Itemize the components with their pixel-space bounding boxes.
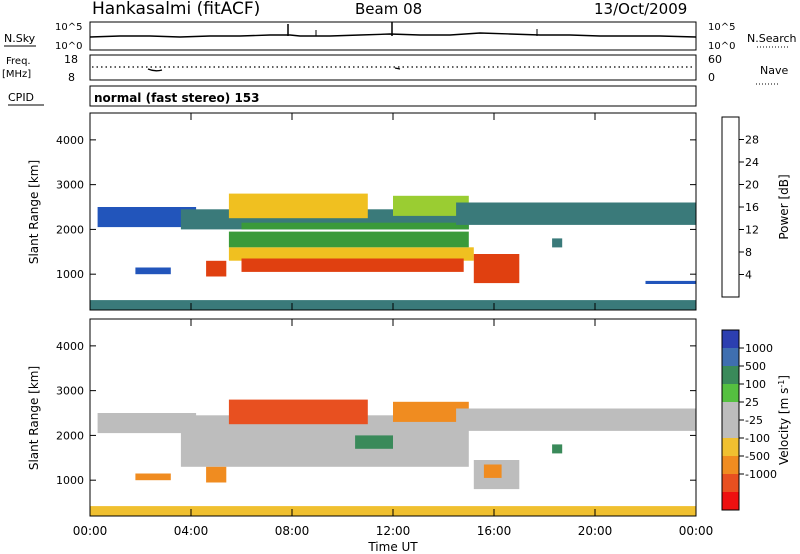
echo-region-0-8 xyxy=(241,222,469,230)
echo-region-1-7 xyxy=(393,401,469,422)
station-title: Hankasalmi (fitACF) xyxy=(92,0,260,19)
freq-label-2: [MHz] xyxy=(2,69,31,80)
freq-left-tick-bottom: 8 xyxy=(68,71,75,84)
echo-region-0-4 xyxy=(206,260,227,277)
xtick-label-1: 04:00 xyxy=(174,524,209,538)
freq-panel: Freq. [MHz] 18 8 60 0 Nave xyxy=(2,53,788,85)
freq-label-1: Freq. xyxy=(6,56,31,67)
echo-region-1-1 xyxy=(97,413,197,434)
freq-right-tick-bottom: 0 xyxy=(708,71,715,84)
ytick-label-0-3: 4000 xyxy=(56,134,84,147)
x-axis-label: Time UT xyxy=(367,540,418,554)
noise-panel: N.Sky 10^5 10^0 10^5 10^0 N.Search xyxy=(4,21,797,52)
echo-region-0-14 xyxy=(645,280,696,284)
velocity-cbar-cell-9 xyxy=(722,492,739,511)
velocity-ylabel: Slant Range [km] xyxy=(27,366,41,470)
noise-left-tick-bottom: 10^0 xyxy=(55,41,82,52)
velocity-cbar-cell-8 xyxy=(722,474,739,493)
freq-right-tick-top: 60 xyxy=(708,53,722,66)
velocity-colorbar: 1000 500 100 25 -25 -100 -500 -1000 Velocity [m… xyxy=(721,329,792,511)
ytick-label-1-0: 1000 xyxy=(56,474,84,487)
velocity-cbar-cell-0 xyxy=(722,330,739,349)
ytick-label-0-2: 3000 xyxy=(56,179,84,192)
velocity-cbar-cell-1 xyxy=(722,348,739,367)
velocity-cbar-label-2: 100 xyxy=(745,378,766,391)
power-cbar-label-5: 24 xyxy=(745,156,759,169)
velocity-cbar-label-1: 500 xyxy=(745,360,766,373)
power-colorbar: 4 8 12 16 20 24 28 Power [dB] xyxy=(721,116,791,298)
ytick-label-1-1: 2000 xyxy=(56,429,84,442)
echo-region-1-11 xyxy=(552,444,563,454)
power-ylabel: Slant Range [km] xyxy=(27,160,41,264)
echo-region-1-2 xyxy=(135,473,171,481)
echo-region-0-7 xyxy=(228,231,469,248)
echo-region-1-6 xyxy=(355,435,393,449)
noise-right-tick-top: 10^5 xyxy=(708,22,735,33)
ytick-label-0-1: 2000 xyxy=(56,223,84,236)
xtick-label-2: 08:00 xyxy=(275,524,310,538)
velocity-cbar-label-7: -1000 xyxy=(745,468,777,481)
echo-region-1-4 xyxy=(206,466,227,483)
echo-region-0-10 xyxy=(393,195,469,216)
power-panel: 1000 2000 3000 4000 Slant Range [km] xyxy=(27,112,697,311)
xtick-label-3: 12:00 xyxy=(376,524,411,538)
cpid-text: normal (fast stereo) 153 xyxy=(94,91,260,105)
noise-right-tick-bottom: 10^0 xyxy=(708,41,735,52)
velocity-cbar-label-5: -100 xyxy=(745,432,770,445)
velocity-cbar-cell-7 xyxy=(722,456,739,475)
power-cbar-label-1: 8 xyxy=(745,246,752,259)
echo-region-0-5 xyxy=(228,247,474,261)
cpid-label: CPID xyxy=(8,91,34,104)
echo-region-1-10 xyxy=(456,408,696,431)
echo-region-0-11 xyxy=(473,254,520,284)
noise-left-tick-top: 10^5 xyxy=(55,22,82,33)
velocity-cbar-label-3: 25 xyxy=(745,396,759,409)
ytick-label-1-2: 3000 xyxy=(56,385,84,398)
power-colorbar-label: Power [dB] xyxy=(777,174,791,239)
velocity-panel: 1000 2000 3000 4000 Slant Range [km] xyxy=(27,318,697,517)
velocity-colorbar-label: Velocity [m s-1] xyxy=(777,375,792,465)
n-search-label: N.Search xyxy=(747,32,797,45)
power-cbar-label-0: 4 xyxy=(745,269,752,282)
velocity-cbar-cell-3 xyxy=(722,384,739,403)
power-cbar-label-2: 12 xyxy=(745,224,759,237)
velocity-cbar-label-0: 1000 xyxy=(745,342,773,355)
velocity-cbar-cell-6 xyxy=(722,438,739,457)
noise-trace xyxy=(89,32,697,38)
ytick-label-1-3: 4000 xyxy=(56,340,84,353)
echo-region-0-1 xyxy=(97,207,197,228)
echo-region-0-13 xyxy=(552,238,563,248)
cpid-panel: CPID normal (fast stereo) 153 xyxy=(8,85,697,107)
echo-region-0-6 xyxy=(241,258,464,272)
velocity-cbar-label-4: -25 xyxy=(745,414,763,427)
n-sky-label: N.Sky xyxy=(4,32,36,45)
freq-left-tick-top: 18 xyxy=(64,53,78,66)
xtick-label-5: 20:00 xyxy=(578,524,613,538)
velocity-cbar-cell-4 xyxy=(722,402,739,421)
date-title: 13/Oct/2009 xyxy=(594,0,687,18)
echo-region-1-5 xyxy=(228,399,368,425)
velocity-cbar-cell-5 xyxy=(722,420,739,439)
power-cbar-label-6: 28 xyxy=(745,134,759,147)
nave-label: Nave xyxy=(760,64,788,77)
velocity-cbar-label-6: -500 xyxy=(745,450,770,463)
xtick-label-0: 00:00 xyxy=(73,524,108,538)
power-cbar-label-4: 20 xyxy=(745,179,759,192)
power-cbar-label-3: 16 xyxy=(745,201,759,214)
velocity-cbar-cell-2 xyxy=(722,366,739,385)
xtick-label-4: 16:00 xyxy=(477,524,512,538)
echo-region-0-9 xyxy=(228,193,368,219)
echo-region-1-9 xyxy=(483,464,502,478)
time-axis: 00:00 04:00 08:00 12:00 16:00 20:00 00:00 xyxy=(73,113,714,538)
echo-region-0-2 xyxy=(135,267,171,275)
echo-region-0-12 xyxy=(456,202,696,225)
xtick-label-6: 00:00 xyxy=(679,524,714,538)
beam-title: Beam 08 xyxy=(355,0,422,18)
ytick-label-0-0: 1000 xyxy=(56,268,84,281)
